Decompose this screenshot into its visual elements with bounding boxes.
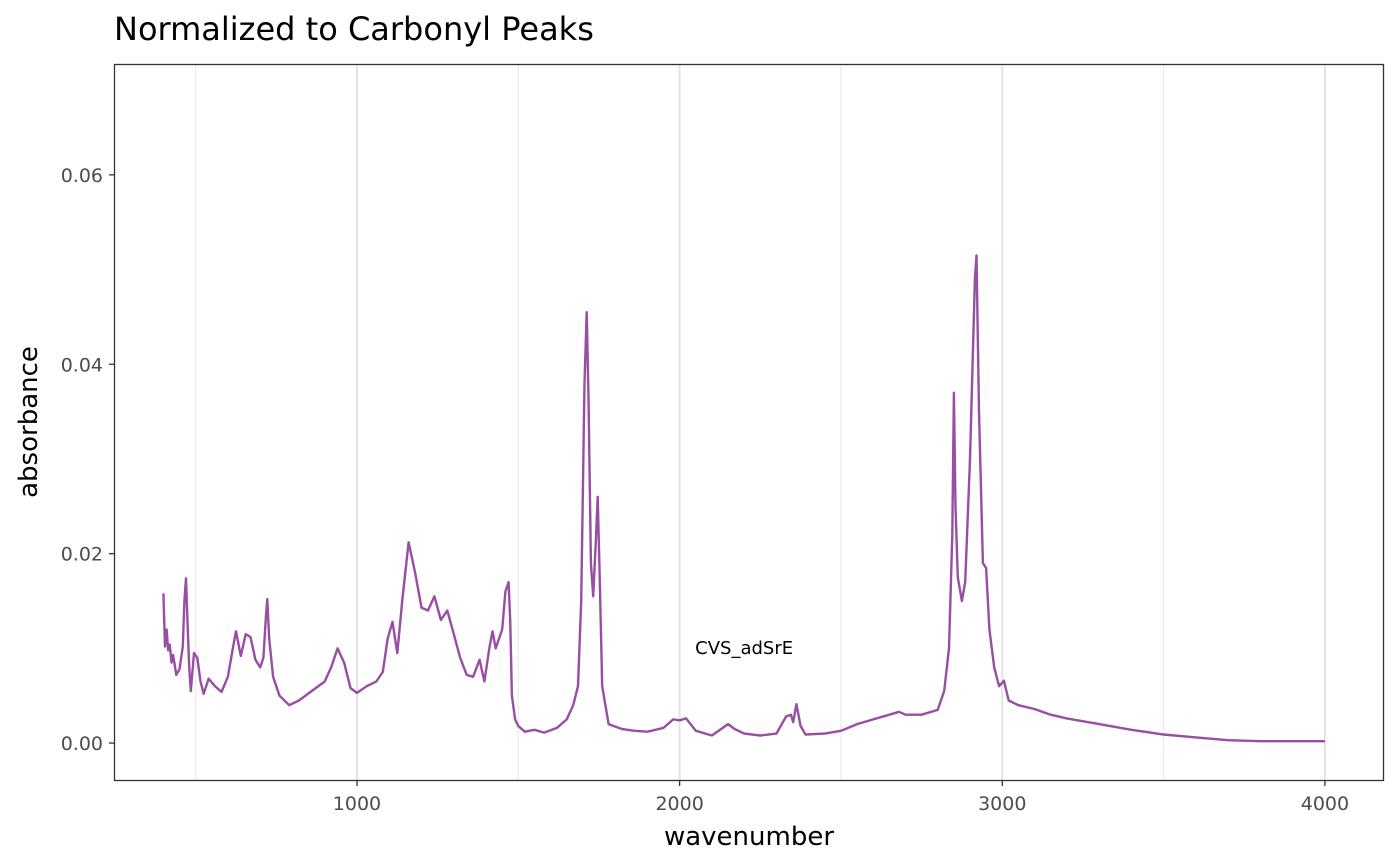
y-tick-label: 0.04: [61, 354, 103, 376]
gridlines: [195, 65, 1326, 780]
y-axis: 0.00 0.02 0.04 0.06: [61, 165, 115, 755]
x-tick-label: 4000: [1301, 793, 1349, 815]
x-axis-title: wavenumber: [664, 822, 834, 852]
y-tick-label: 0.02: [61, 544, 103, 566]
x-tick-label: 3000: [978, 793, 1026, 815]
x-axis: 1000 2000 3000 4000: [333, 780, 1349, 815]
y-tick-label: 0.00: [61, 733, 103, 755]
panel-border: [113, 63, 1385, 782]
y-tick-label: 0.06: [61, 165, 103, 187]
chart-title: Normalized to Carbonyl Peaks: [114, 10, 594, 48]
plot-area: [162, 254, 1325, 743]
x-tick-label: 2000: [655, 793, 703, 815]
spectrum-line: [162, 254, 1325, 743]
series-annotation: CVS_adSrE: [695, 638, 793, 659]
y-axis-title: absorbance: [14, 346, 44, 498]
x-tick-label: 1000: [333, 793, 381, 815]
